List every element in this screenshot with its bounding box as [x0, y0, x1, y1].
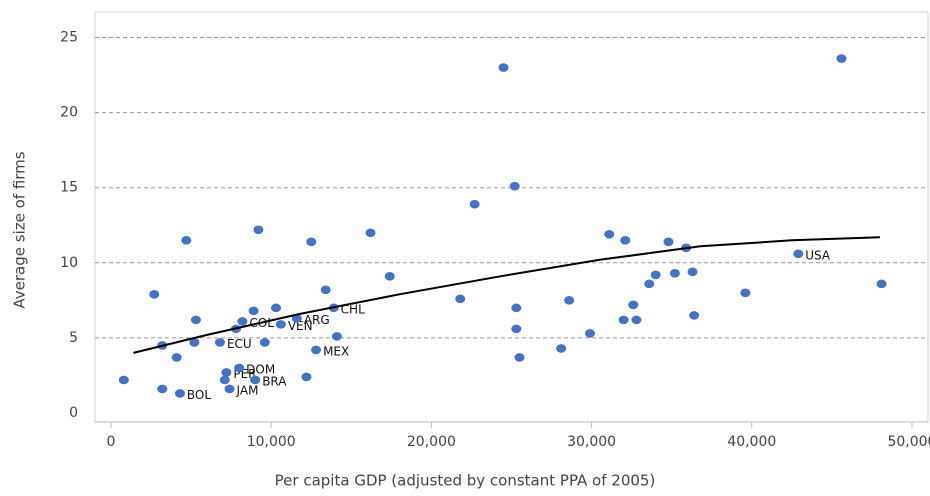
- data-point: [271, 303, 282, 313]
- data-point: [604, 229, 615, 239]
- data-point: [248, 306, 259, 316]
- data-point: [311, 345, 322, 355]
- point-label: ARG: [304, 313, 330, 327]
- x-axis-title: Per capita GDP (adjusted by constant PPA…: [275, 472, 656, 490]
- point-label: BOL: [187, 388, 211, 402]
- y-axis-title: Average size of firms: [11, 151, 29, 308]
- plot-frame: [94, 11, 929, 423]
- x-tick-label: 20,000: [407, 434, 456, 450]
- data-point: [234, 363, 245, 373]
- data-point: [740, 288, 751, 298]
- x-tick-label: 50,000: [887, 434, 930, 450]
- data-point: [663, 237, 674, 247]
- data-point: [189, 338, 200, 347]
- data-point: [620, 235, 631, 245]
- data-point: [469, 199, 480, 209]
- data-point: [214, 338, 225, 347]
- data-point: [514, 353, 525, 362]
- data-point: [384, 272, 395, 281]
- y-tick-label: 15: [60, 180, 78, 196]
- data-point: [291, 314, 302, 323]
- data-point: [250, 375, 261, 385]
- data-point: [669, 269, 680, 278]
- data-point: [509, 181, 520, 191]
- data-point: [631, 315, 642, 325]
- x-tick-label: 10,000: [247, 434, 296, 450]
- data-point: [149, 290, 160, 299]
- data-point: [556, 344, 567, 353]
- data-point: [331, 332, 342, 341]
- data-point: [836, 54, 847, 63]
- data-point: [511, 324, 522, 334]
- data-point: [320, 285, 331, 295]
- data-point: [644, 279, 655, 289]
- point-label: VEN: [288, 319, 313, 333]
- data-point: [275, 320, 286, 329]
- data-point: [628, 300, 639, 310]
- point-label: DOM: [246, 362, 275, 376]
- data-point: [793, 249, 804, 259]
- data-point: [259, 338, 270, 347]
- data-point: [118, 375, 129, 385]
- point-label: ECU: [227, 337, 252, 351]
- point-label: USA: [805, 248, 831, 262]
- y-tick-label: 20: [60, 105, 78, 121]
- data-point: [564, 296, 575, 305]
- point-label: MEX: [323, 344, 349, 358]
- data-point: [511, 303, 522, 313]
- point-label: CHL: [341, 302, 365, 316]
- x-tick-label: 0: [107, 434, 116, 450]
- data-point: [174, 389, 185, 398]
- data-point: [650, 270, 661, 280]
- data-point: [237, 317, 248, 326]
- data-point: [224, 384, 235, 394]
- data-point: [190, 315, 201, 325]
- data-point: [171, 353, 182, 362]
- data-point: [306, 237, 317, 247]
- x-tick-label: 30,000: [567, 434, 616, 450]
- data-point: [689, 311, 700, 320]
- data-point: [498, 63, 509, 72]
- data-point: [181, 235, 192, 245]
- data-point: [365, 228, 376, 238]
- data-point: [157, 384, 168, 394]
- data-point: [618, 315, 629, 325]
- data-point: [876, 279, 887, 289]
- data-point: [253, 225, 264, 235]
- data-point: [584, 329, 595, 338]
- x-tick-label: 40,000: [727, 434, 776, 450]
- y-tick-label: 0: [69, 405, 78, 421]
- point-label: JAM: [236, 383, 259, 397]
- trendline: [133, 236, 880, 354]
- y-tick-label: 5: [69, 330, 78, 346]
- y-tick-label: 25: [60, 30, 78, 46]
- data-point: [219, 375, 230, 385]
- data-point: [301, 372, 312, 382]
- point-label: BRA: [262, 374, 287, 388]
- data-point: [455, 294, 466, 304]
- y-tick-label: 10: [60, 255, 78, 271]
- data-point: [221, 368, 232, 377]
- data-point: [687, 267, 698, 277]
